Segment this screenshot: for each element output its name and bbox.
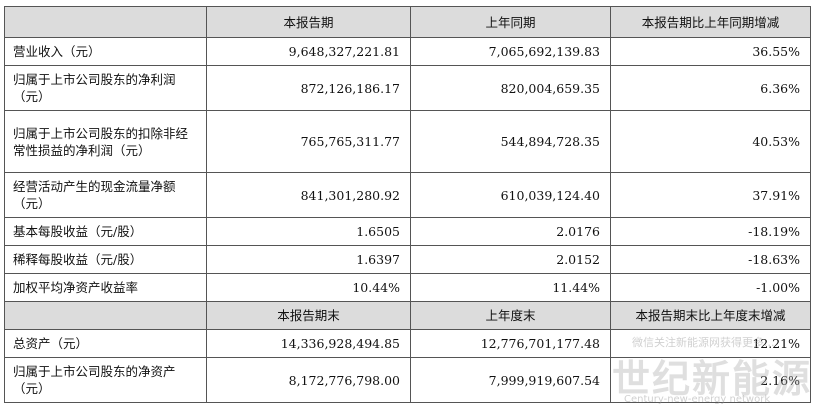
- row-label: 归属于上市公司股东的净资产（元）: [4, 357, 207, 403]
- prior-value: 2.0176: [410, 217, 611, 246]
- table-row: 加权平均净资产收益率 10.44% 11.44% -1.00%: [4, 273, 811, 302]
- header-change-since-year-end: 本报告期末比上年度末增减: [610, 301, 811, 330]
- table-row: 经营活动产生的现金流量净额（元） 841,301,280.92 610,039,…: [4, 172, 811, 218]
- header-current-period: 本报告期: [206, 6, 411, 38]
- change-value: 36.55%: [610, 37, 811, 66]
- current-value: 9,648,327,221.81: [206, 37, 411, 66]
- table-row: 营业收入（元） 9,648,327,221.81 7,065,692,139.8…: [4, 37, 811, 66]
- row-label: 加权平均净资产收益率: [4, 273, 207, 302]
- header-prior-year-end: 上年度末: [410, 301, 611, 330]
- change-value: -1.00%: [610, 273, 811, 302]
- table-row: 归属于上市公司股东的扣除非经常性损益的净利润（元） 765,765,311.77…: [4, 110, 811, 173]
- header-prior-period: 上年同期: [410, 6, 611, 38]
- header-cell-empty: [4, 301, 207, 330]
- table-row: 归属于上市公司股东的净资产（元） 8,172,776,798.00 7,999,…: [4, 357, 811, 403]
- current-value: 10.44%: [206, 273, 411, 302]
- current-value: 872,126,186.17: [206, 65, 411, 111]
- change-value: 6.36%: [610, 65, 811, 111]
- change-value: 40.53%: [610, 110, 811, 173]
- table-row: 归属于上市公司股东的净利润（元） 872,126,186.17 820,004,…: [4, 65, 811, 111]
- table-header-row: 本报告期 上年同期 本报告期比上年同期增减: [4, 6, 811, 38]
- change-value: -18.19%: [610, 217, 811, 246]
- current-value: 1.6397: [206, 245, 411, 274]
- current-value: 765,765,311.77: [206, 110, 411, 173]
- row-label: 归属于上市公司股东的扣除非经常性损益的净利润（元）: [4, 110, 207, 173]
- table-row: 总资产（元） 14,336,928,494.85 12,776,701,177.…: [4, 329, 811, 358]
- table-subheader-row: 本报告期末 上年度末 本报告期末比上年度末增减: [4, 301, 811, 330]
- header-change: 本报告期比上年同期增减: [610, 6, 811, 38]
- change-value: 12.21%: [610, 329, 811, 358]
- financial-summary-table: 本报告期 上年同期 本报告期比上年同期增减 营业收入（元） 9,648,327,…: [4, 6, 811, 403]
- header-period-end: 本报告期末: [206, 301, 411, 330]
- row-label: 基本每股收益（元/股）: [4, 217, 207, 246]
- current-value: 841,301,280.92: [206, 172, 411, 218]
- prior-value: 11.44%: [410, 273, 611, 302]
- current-value: 1.6505: [206, 217, 411, 246]
- prior-value: 544,894,728.35: [410, 110, 611, 173]
- row-label: 经营活动产生的现金流量净额（元）: [4, 172, 207, 218]
- change-value: -18.63%: [610, 245, 811, 274]
- prior-value: 2.0152: [410, 245, 611, 274]
- prior-value: 610,039,124.40: [410, 172, 611, 218]
- prior-value: 12,776,701,177.48: [410, 329, 611, 358]
- row-label: 稀释每股收益（元/股）: [4, 245, 207, 274]
- change-value: 2.16%: [610, 357, 811, 403]
- row-label: 营业收入（元）: [4, 37, 207, 66]
- header-cell-empty: [4, 6, 207, 38]
- table-row: 稀释每股收益（元/股） 1.6397 2.0152 -18.63%: [4, 245, 811, 274]
- row-label: 归属于上市公司股东的净利润（元）: [4, 65, 207, 111]
- table-row: 基本每股收益（元/股） 1.6505 2.0176 -18.19%: [4, 217, 811, 246]
- current-value: 8,172,776,798.00: [206, 357, 411, 403]
- row-label: 总资产（元）: [4, 329, 207, 358]
- prior-value: 7,999,919,607.54: [410, 357, 611, 403]
- prior-value: 820,004,659.35: [410, 65, 611, 111]
- prior-value: 7,065,692,139.83: [410, 37, 611, 66]
- current-value: 14,336,928,494.85: [206, 329, 411, 358]
- change-value: 37.91%: [610, 172, 811, 218]
